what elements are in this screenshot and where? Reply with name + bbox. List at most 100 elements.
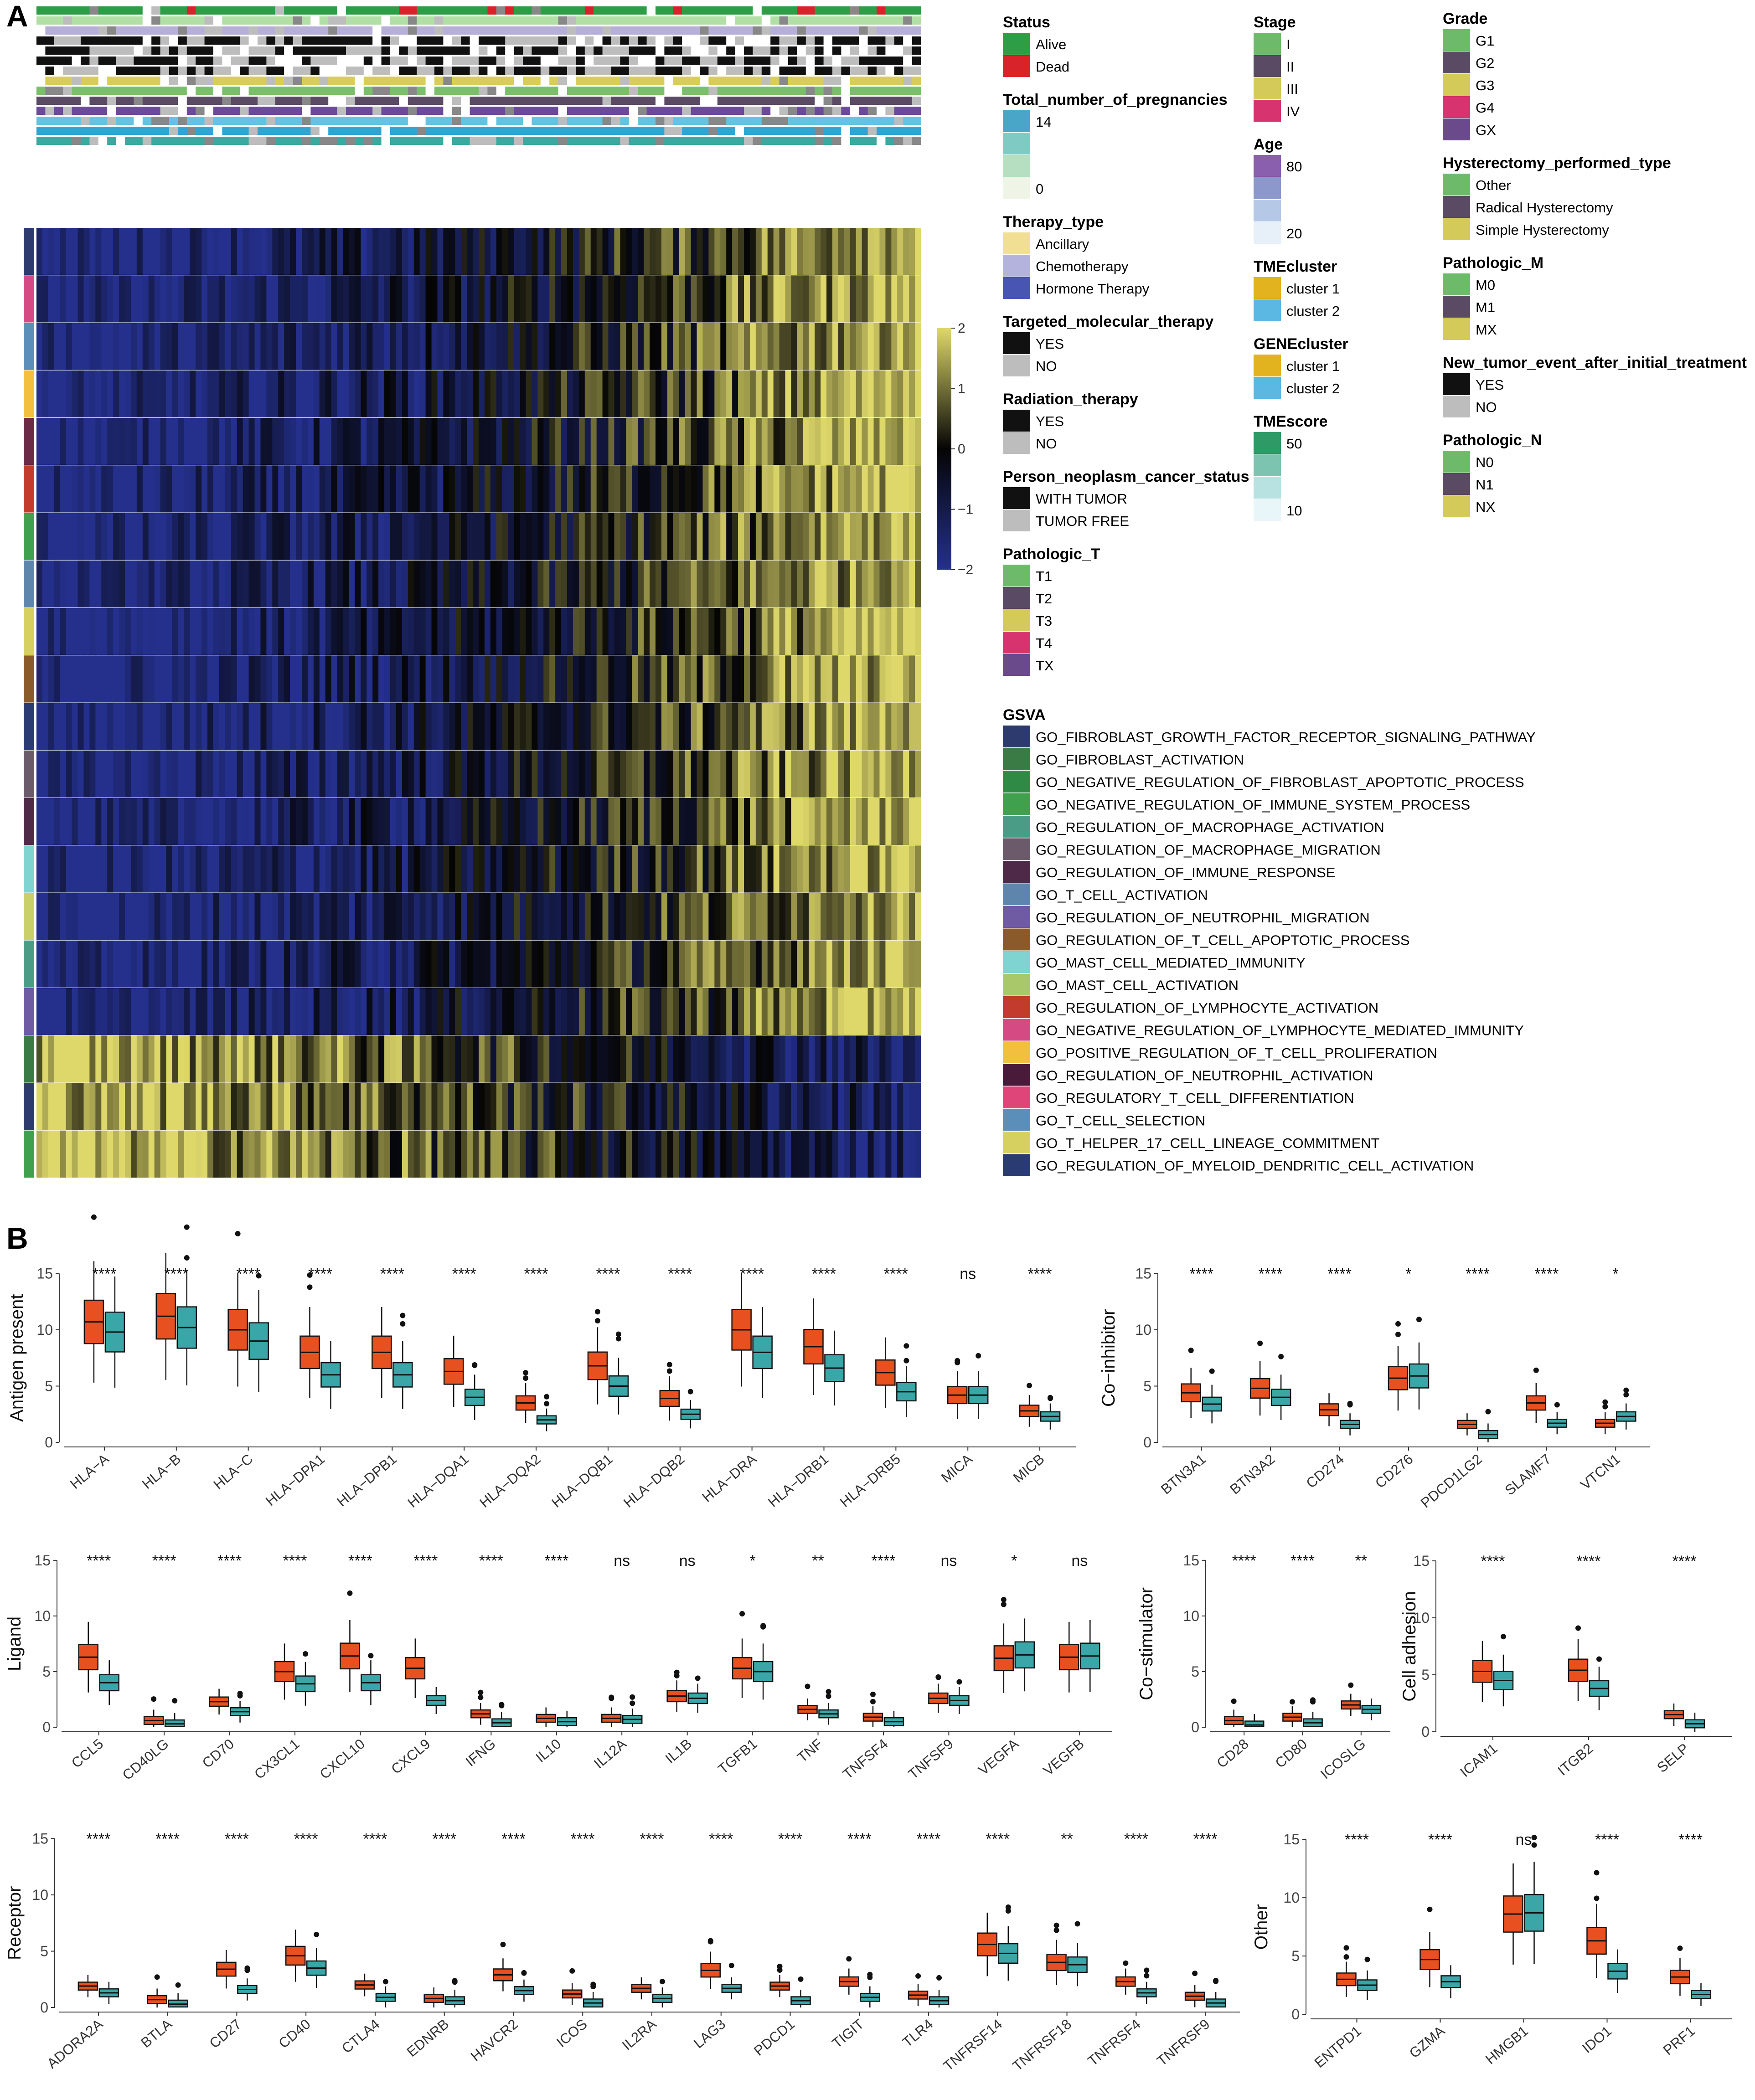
annotation-cell [717, 46, 727, 55]
heatmap-cell [602, 418, 609, 465]
heatmap-cell [473, 988, 479, 1035]
annotation-cell [45, 16, 55, 25]
heatmap-cell [484, 1130, 491, 1178]
annotation-cell [761, 46, 771, 55]
colorbar-tick-label: −1 [958, 502, 973, 517]
heatmap-cell [720, 703, 727, 750]
annotation-cell [620, 77, 630, 85]
heatmap-row [36, 370, 921, 417]
heatmap-cell [879, 1035, 886, 1083]
heatmap-cell [608, 703, 614, 750]
heatmap-cell [697, 608, 703, 655]
heatmap-cell [755, 988, 762, 1035]
heatmap-cell [154, 418, 161, 465]
heatmap-cell [290, 1083, 296, 1130]
annotation-cell [186, 77, 196, 85]
annotation-cell [867, 117, 877, 125]
annotation-cell [63, 127, 72, 135]
heatmap-cell [850, 1035, 857, 1083]
heatmap-cell [408, 275, 414, 323]
heatmap-cell [508, 703, 515, 750]
annotation-cell [770, 97, 780, 105]
heatmap-cell [248, 988, 255, 1035]
heatmap-cell [708, 608, 715, 655]
heatmap-cell [77, 228, 84, 275]
heatmap-cell [791, 1083, 797, 1130]
annotation-cell [54, 67, 63, 75]
heatmap-cell [408, 988, 414, 1035]
heatmap-cell [119, 988, 125, 1035]
heatmap-cell [632, 465, 638, 513]
heatmap-cell [130, 323, 137, 370]
annotation-cell [266, 97, 276, 105]
x-tick-label: HLA−C [210, 1451, 256, 1493]
annotation-cell [399, 77, 408, 85]
heatmap-cell [166, 703, 172, 750]
annotation-cell [779, 16, 789, 25]
legend-swatch [1254, 222, 1281, 244]
annotation-cell [408, 77, 417, 85]
heatmap-cell [48, 893, 55, 940]
heatmap-cell [331, 655, 338, 703]
annotation-cell [523, 127, 532, 135]
annotation-cell [584, 36, 594, 45]
annotation-cell [89, 26, 99, 35]
annotation-cell [222, 107, 232, 115]
heatmap-cell [54, 940, 61, 988]
annotation-cell [372, 26, 382, 35]
heatmap-cell [154, 323, 161, 370]
heatmap-cell [136, 703, 143, 750]
heatmap-cell [160, 513, 167, 560]
heatmap-cell [626, 275, 632, 323]
annotation-cell [125, 97, 134, 105]
annotation-cell [213, 97, 222, 105]
heatmap-cell [803, 798, 809, 845]
annotation-cell [72, 137, 81, 145]
legend-swatch [1443, 74, 1470, 96]
heatmap-cell [856, 1130, 862, 1178]
heatmap-cell [260, 560, 267, 607]
heatmap-cell [555, 893, 562, 940]
heatmap-cell [166, 893, 172, 940]
heatmap-cell [366, 798, 373, 845]
significance-label: * [1405, 1265, 1411, 1282]
annotation-cell [540, 137, 550, 145]
heatmap-cell [726, 323, 733, 370]
annotation-cell [408, 16, 417, 25]
heatmap-cell [178, 703, 184, 750]
heatmap-cell [260, 228, 267, 275]
heatmap-cell [873, 418, 880, 465]
annotation-cell [319, 107, 329, 115]
heatmap-cell [821, 513, 827, 560]
heatmap-cell [537, 1035, 544, 1083]
heatmap-cell [596, 845, 603, 893]
heatmap-cell [408, 370, 414, 417]
heatmap-cell [319, 893, 326, 940]
heatmap-cell [767, 323, 774, 370]
heatmap-cell [573, 608, 579, 655]
annotation-cell [169, 26, 178, 35]
heatmap-cell [284, 845, 290, 893]
annotation-cell [443, 46, 453, 55]
heatmap-cell [325, 655, 332, 703]
heatmap-cell [873, 465, 880, 513]
annotation-cell [45, 77, 55, 85]
heatmap-cell [366, 323, 373, 370]
heatmap-cell [260, 845, 267, 893]
heatmap-cell [272, 228, 279, 275]
heatmap-cell [443, 703, 449, 750]
annotation-cell [116, 127, 125, 135]
heatmap-cell [54, 798, 61, 845]
annotation-cell [363, 87, 373, 95]
annotation-cell [832, 46, 841, 55]
box-group-1 [587, 1309, 608, 1405]
heatmap-cell [549, 1130, 556, 1178]
heatmap-cell [650, 323, 656, 370]
annotation-cell [912, 117, 921, 125]
heatmap-cell [372, 370, 379, 417]
annotation-cell [885, 87, 895, 95]
heatmap-cell [455, 893, 461, 940]
annotation-cell [142, 16, 152, 25]
heatmap-cell [107, 323, 114, 370]
